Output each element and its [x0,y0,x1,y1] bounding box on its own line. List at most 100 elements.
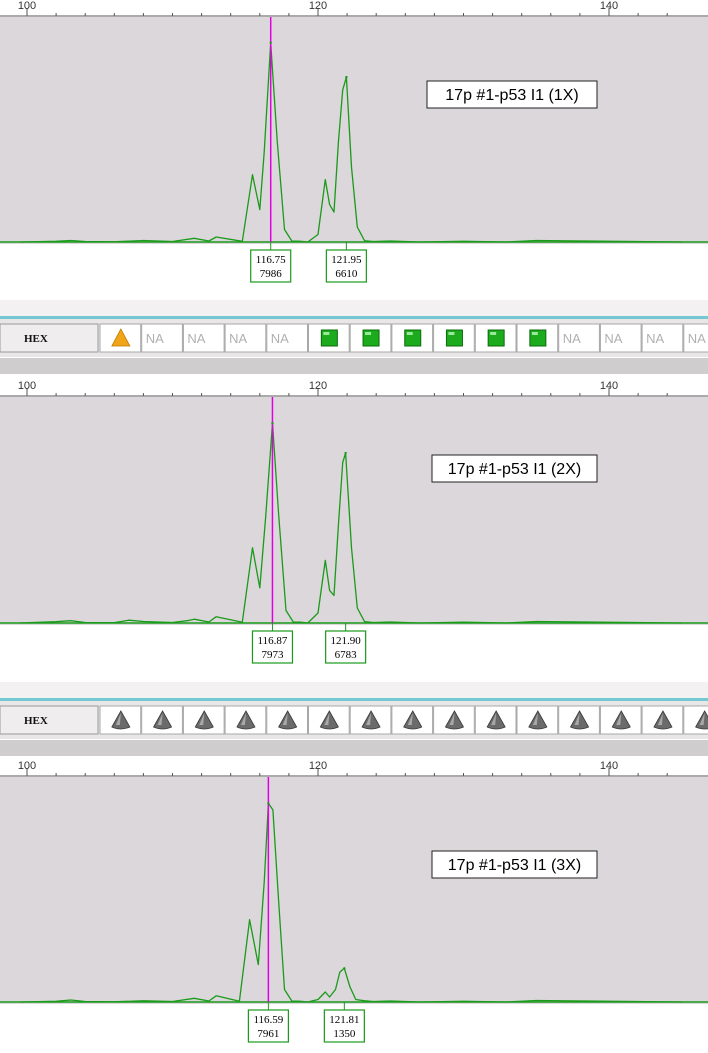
pass-highlight [365,332,372,335]
bar-bottom-strip [0,358,708,374]
peak-label-box[interactable] [325,249,367,283]
bin-cell[interactable] [349,323,392,353]
cone-highlight [157,713,163,725]
dye-label: HEX [24,333,48,345]
peak-label-box[interactable] [325,630,367,664]
bin-cell[interactable] [308,323,350,353]
bin-cell[interactable] [474,705,517,735]
sample-label: 17p #1-p53 I1 (1X) [445,87,578,104]
peak-size-label: 116.87 [258,635,288,647]
bin-cell[interactable] [433,705,475,735]
bin-cell[interactable] [516,323,559,353]
chart-panel-3: 100 120 140 116.59 7961 121.81 1350 17p #1-p53 … [0,760,708,1044]
peak-point[interactable] [271,422,274,425]
bin-cell[interactable] [99,323,142,353]
bin-cell[interactable] [391,323,434,353]
bin-cell-frame [599,323,642,353]
separator [0,300,708,318]
peak-label-box[interactable] [323,1009,365,1043]
sample-label-box [426,80,598,109]
bin-cell-frame [182,323,225,353]
x-tick-label: 100 [18,380,36,392]
cone-highlight [240,713,246,725]
peak-height-label: 7973 [261,649,284,661]
bin-status-text: NA [688,331,706,346]
trace-line [19,422,682,624]
bin-status-text: NA [229,331,247,346]
bin-cell[interactable] [349,705,392,735]
bin-cell[interactable]: NA [558,323,600,353]
chart-panel-2: 100 120 140 116.87 7973 121.90 6783 17p #1-p53 … [0,380,708,665]
bin-cell[interactable] [391,705,434,735]
bin-status-text: NA [271,331,289,346]
bin-cell-frame [391,323,434,353]
pass-highlight [531,332,538,335]
cone-highlight [657,713,663,725]
bin-cell[interactable] [516,705,559,735]
x-tick-label: 140 [600,380,618,392]
bin-cell[interactable]: NA [224,323,267,353]
bin-cell[interactable] [474,323,517,353]
cone-highlight [199,713,205,725]
bin-cell-frame [558,323,600,353]
peak-size-label: 116.75 [256,254,286,266]
peak-point[interactable] [269,41,272,45]
bin-cell[interactable] [599,705,642,735]
peak-label-box[interactable] [247,1009,289,1043]
x-tick-label: 120 [309,0,327,12]
cone-highlight [616,713,622,725]
bin-cell[interactable]: NA [599,323,642,353]
bin-cell[interactable] [558,705,600,735]
x-tick-label: 100 [18,760,36,772]
x-tick-label: 100 [18,0,36,12]
bin-cell[interactable]: NA [182,323,225,353]
bin-cell-frame [683,323,708,353]
bin-cell[interactable] [683,705,708,735]
dye-cell [0,323,99,353]
bin-status-text: NA [187,331,205,346]
bin-cell[interactable] [182,705,225,735]
cone-highlight [282,713,288,725]
bin-cell[interactable]: NA [266,323,308,353]
bin-status-text: NA [146,331,164,346]
peak-point[interactable] [345,75,348,79]
bin-cell[interactable] [641,705,684,735]
dye-label: HEX [24,715,48,727]
bar-accent [0,698,708,701]
bin-status-text: NA [646,331,664,346]
cone-highlight [366,713,372,725]
bin-cell[interactable]: NA [683,323,708,353]
x-tick-label: 140 [600,760,618,772]
bin-cell[interactable] [308,705,350,735]
cone-highlight [449,713,455,725]
bin-cell[interactable]: NA [141,323,183,353]
peak-point[interactable] [344,451,347,455]
bar-bottom-strip [0,740,708,756]
cone-highlight [491,713,497,725]
bin-cell[interactable] [433,323,475,353]
x-tick-label: 140 [600,0,618,12]
bar-accent [0,316,708,319]
cone-highlight [324,713,330,725]
cone-highlight [532,713,538,725]
bin-cell[interactable] [224,705,267,735]
peak-point[interactable] [343,967,346,970]
cone-highlight [407,713,413,725]
peak-point[interactable] [267,802,270,805]
peak-label-box[interactable] [251,630,294,664]
bin-cell[interactable] [99,705,142,735]
plot-area [0,397,708,625]
warning-triangle-icon [111,328,131,347]
axis-strip [0,760,708,776]
bin-cell[interactable] [266,705,308,735]
bin-status-text: NA [604,331,622,346]
x-tick-label: 120 [309,760,327,772]
bin-cell[interactable]: NA [641,323,684,353]
plot-area [0,17,708,244]
bin-bar-1: HEX NA NA NA NA NA NA NA NA [0,300,708,374]
peak-height-label: 1350 [333,1028,356,1040]
bin-bar-2: HEX [0,682,708,756]
peak-label-box[interactable] [250,249,292,283]
bin-cell[interactable] [141,705,183,735]
